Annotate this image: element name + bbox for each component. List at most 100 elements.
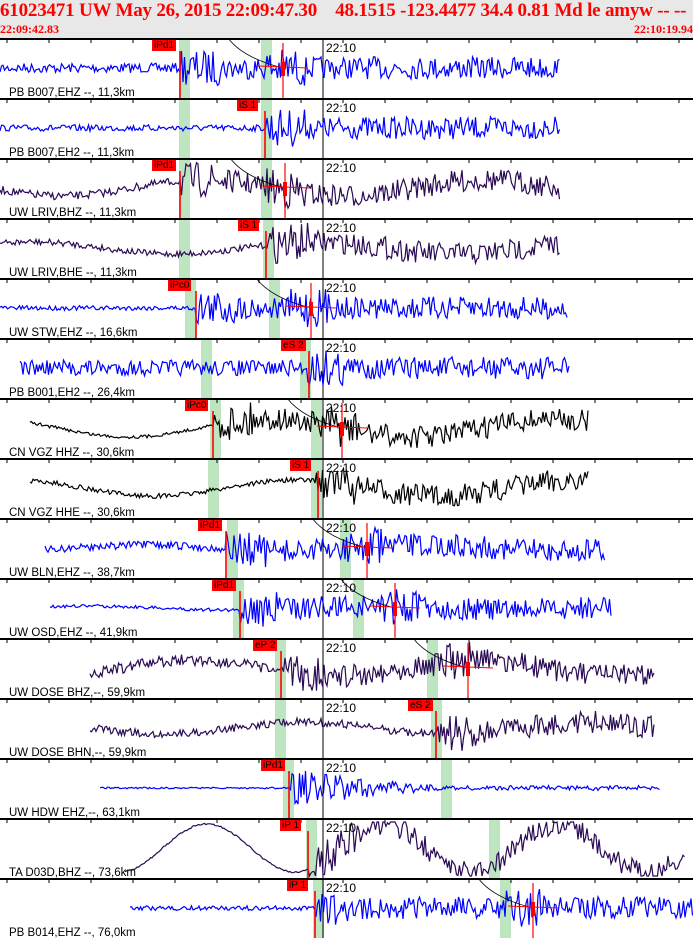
pick-window-band (185, 278, 196, 338)
start-time: 22:09:42.83 (0, 22, 59, 36)
phase-pick-label[interactable]: eS 2 (281, 340, 306, 351)
waveform-plot (0, 338, 693, 398)
trace-panel[interactable]: 22:10 iPc0 CN VGZ HHZ --, 30,6km (0, 398, 693, 458)
phase-pick-label[interactable]: iS 1 (290, 460, 312, 471)
travel-time-curve (255, 278, 312, 309)
waveform-plot (0, 218, 693, 278)
pick-window-band (179, 158, 190, 218)
waveform-trace (19, 350, 570, 387)
travel-time-curve (229, 158, 286, 189)
pick-window-band (300, 338, 311, 398)
phase-pick-label[interactable]: iS 1 (238, 220, 260, 231)
waveform-trace (49, 589, 612, 627)
travel-time-curve (339, 578, 396, 609)
trace-panel[interactable]: 22:10 iS 1 UW LRIV,BHE --, 11,3km (0, 218, 693, 278)
event-title: 61023471 UW May 26, 2015 22:09:47.30 48.… (0, 0, 693, 21)
time-label: 22:10 (326, 581, 357, 595)
trace-panel[interactable]: 22:10 iP 1 PB B014,EHZ --, 76,0km (0, 878, 693, 938)
station-label: PB B007,EH2 --, 11,3km (9, 147, 135, 158)
pick-window-band (179, 218, 190, 278)
time-label: 22:10 (326, 161, 357, 175)
travel-time-curve (311, 518, 368, 549)
phase-pick-label[interactable]: iS 1 (237, 100, 259, 111)
end-time: 22:10:19.94 (634, 22, 693, 36)
waveform-plot (0, 578, 693, 638)
trace-panel[interactable]: 22:10 iPd1 UW BLN,EHZ --, 38,7km (0, 518, 693, 578)
station-label: PB B014,EHZ --, 76,0km (9, 927, 136, 938)
phase-pick-label[interactable]: iPd1 (152, 160, 177, 171)
pick-window-band (210, 398, 221, 458)
time-label: 22:10 (326, 41, 357, 55)
time-label: 22:10 (326, 821, 357, 835)
phase-pick-label[interactable]: iPc0 (185, 400, 209, 411)
waveform-trace (0, 109, 561, 147)
waveform-plot (0, 878, 693, 938)
waveform-trace (0, 49, 560, 87)
station-label: CN VGZ HHE --, 30,6km (9, 507, 135, 518)
trace-panel[interactable]: 22:10 iPd1 UW LRIV,BHZ --, 11,3km (0, 158, 693, 218)
phase-pick-label[interactable]: iPd1 (198, 520, 223, 531)
event-header: 61023471 UW May 26, 2015 22:09:47.30 48.… (0, 0, 693, 38)
waveform-plot (0, 758, 693, 818)
amplitude-marker-box (309, 302, 313, 316)
waveform-plot (0, 518, 693, 578)
time-label: 22:10 (326, 461, 357, 475)
station-label: UW LRIV,BHE --, 11,3km (9, 267, 137, 278)
station-label: CN VGZ HHZ --, 30,6km (9, 447, 135, 458)
trace-panel[interactable]: 22:10 iS 1 CN VGZ HHE --, 30,6km (0, 458, 693, 518)
trace-panel[interactable]: 22:10 iPd1 UW OSD,EHZ --, 41,9km (0, 578, 693, 638)
phase-pick-label[interactable]: iP 1 (287, 880, 309, 891)
waveform-trace (89, 641, 655, 691)
phase-pick-label[interactable]: eP 2 (253, 640, 278, 651)
trace-panel[interactable]: 22:10 iPc0 UW STW,EHZ --, 16,6km (0, 278, 693, 338)
waveform-trace (99, 770, 660, 806)
time-label: 22:10 (326, 221, 357, 235)
waveform-plot (0, 818, 693, 878)
phase-pick-label[interactable]: iPd1 (152, 40, 177, 51)
time-label: 22:10 (326, 401, 357, 415)
waveform-plot (0, 98, 693, 158)
pick-window-band (233, 578, 244, 638)
waveform-plot (0, 638, 693, 698)
station-label: UW OSD,EHZ --, 41,9km (9, 627, 138, 638)
trace-panel[interactable]: 22:10 eS 2 PB B001,EH2 --, 26,4km (0, 338, 693, 398)
pick-window-band (261, 38, 272, 98)
trace-panel[interactable]: 22:10 iP 1 TA D03D,BHZ --, 73,6km (0, 818, 693, 878)
trace-panel[interactable]: 22:10 eP 2 UW DOSE BHZ,--, 59,9km (0, 638, 693, 698)
station-label: TA D03D,BHZ --, 73,6km (9, 867, 136, 878)
travel-time-curve (286, 398, 343, 429)
waveform-plot (0, 398, 693, 458)
trace-panel[interactable]: 22:10 iPd1 UW HDW EHZ,--, 63,1km (0, 758, 693, 818)
pick-window-band (311, 458, 322, 518)
pick-window-band (313, 878, 324, 938)
station-label: UW DOSE BHN,--, 59,9km (9, 747, 147, 758)
pick-window-band (441, 758, 452, 818)
trace-panel[interactable]: 22:10 eS 2 UW DOSE BHN,--, 59,9km (0, 698, 693, 758)
trace-panel[interactable]: 22:10 iPd1 PB B007,EHZ --, 11,3km (0, 38, 693, 98)
amplitude-marker-box (281, 62, 285, 76)
amplitude-marker-box (466, 662, 470, 676)
station-label: UW HDW EHZ,--, 63,1km (9, 807, 140, 818)
pick-window-band (269, 278, 280, 338)
phase-pick-label[interactable]: eS 2 (408, 700, 433, 711)
waveform-plot (0, 278, 693, 338)
travel-time-curve (477, 878, 534, 909)
station-label: UW DOSE BHZ,--, 59,9km (9, 687, 146, 698)
phase-pick-label[interactable]: iPd1 (212, 580, 237, 591)
pick-window-band (275, 698, 286, 758)
time-label: 22:10 (326, 281, 357, 295)
amplitude-marker-box (531, 902, 535, 916)
waveform-trace (0, 288, 568, 328)
waveform-plot (0, 458, 693, 518)
waveform-trace (29, 402, 589, 449)
phase-pick-label[interactable]: iPc0 (168, 280, 192, 291)
waveform-trace (0, 222, 560, 266)
trace-panel[interactable]: 22:10 iS 1 PB B007,EH2 --, 11,3km (0, 98, 693, 158)
pick-window-band (201, 338, 212, 398)
pick-window-band (306, 818, 317, 878)
station-label: PB B007,EHZ --, 11,3km (9, 87, 135, 98)
phase-pick-label[interactable]: iP 1 (280, 820, 302, 831)
station-label: PB B001,EH2 --, 26,4km (9, 387, 135, 398)
amplitude-marker-box (340, 422, 344, 436)
phase-pick-label[interactable]: iPd1 (261, 760, 286, 771)
